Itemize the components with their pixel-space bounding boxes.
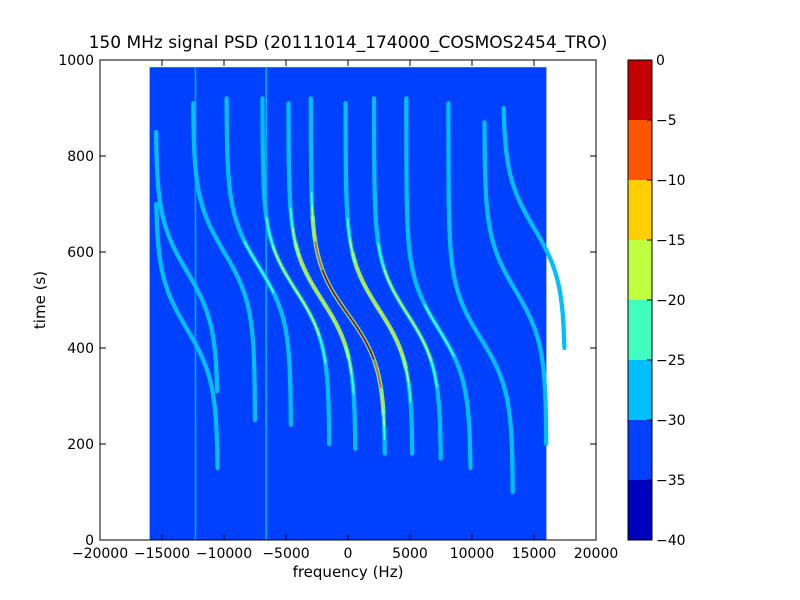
colorbar-tick-label: −30 — [656, 413, 686, 429]
y-tick-label: 200 — [67, 437, 94, 453]
x-tick-label: 15000 — [512, 546, 557, 562]
y-axis-label: time (s) — [31, 271, 49, 329]
y-axis: 0 200 400 600 800 1000 — [58, 53, 596, 549]
colorbar-band — [628, 120, 652, 180]
colorbar-tick-label: −10 — [656, 173, 686, 189]
x-tick-label: 0 — [344, 546, 353, 562]
doppler-trace-3 — [260, 96, 332, 447]
colorbar: −40 −35 −30 −25 −20 −15 −10 −5 0 — [627, 53, 686, 549]
x-tick-label: 10000 — [450, 546, 495, 562]
doppler-trace-4 — [371, 96, 443, 461]
x-axis-label: frequency (Hz) — [293, 563, 404, 581]
colorbar-band — [628, 300, 652, 360]
colorbar-band — [628, 180, 652, 240]
heatmap-image — [149, 67, 567, 540]
colorbar-band — [628, 420, 652, 480]
x-tick-label: −20000 — [72, 546, 128, 562]
colorbar-tick-label: −40 — [656, 533, 686, 549]
colorbar-tick-label: −5 — [656, 113, 677, 129]
y-tick-label: 600 — [67, 245, 94, 261]
colorbar-tick-label: 0 — [656, 53, 665, 69]
colorbar-tick-label: −25 — [656, 353, 686, 369]
y-tick-label: 400 — [67, 341, 94, 357]
doppler-trace-8 — [446, 101, 515, 495]
x-tick-label: −10000 — [196, 546, 252, 562]
doppler-trace-0 — [308, 96, 387, 456]
x-tick-label: −5000 — [262, 546, 309, 562]
y-tick-label: 1000 — [58, 53, 94, 69]
colorbar-band — [628, 60, 652, 120]
x-tick-label: 5000 — [392, 546, 428, 562]
x-tick-label: 20000 — [574, 546, 619, 562]
doppler-trace-11 — [154, 201, 220, 471]
x-tick-label: −15000 — [134, 546, 190, 562]
colorbar-band — [628, 240, 652, 300]
doppler-trace-9 — [154, 129, 220, 394]
doppler-trace-10 — [482, 120, 549, 447]
x-axis: −20000 −15000 −10000 −5000 0 5000 10000 15000 20… — [72, 60, 618, 562]
doppler-trace-12 — [501, 105, 567, 351]
colorbar-tick-label: −15 — [656, 233, 686, 249]
heatmap-background — [149, 67, 547, 540]
doppler-trace-1 — [286, 101, 358, 451]
colorbar-tick-label: −35 — [656, 473, 686, 489]
doppler-trace-2 — [343, 101, 415, 456]
doppler-trace-7 — [191, 101, 257, 423]
y-tick-label: 0 — [85, 533, 94, 549]
chart-title: 150 MHz signal PSD (20111014_174000_COSM… — [89, 33, 608, 53]
doppler-trace-5 — [224, 96, 293, 427]
colorbar-tick-label: −20 — [656, 293, 686, 309]
colorbar-band — [628, 480, 652, 540]
doppler-trace-6 — [404, 96, 473, 471]
y-tick-label: 800 — [67, 149, 94, 165]
colorbar-band — [628, 360, 652, 420]
